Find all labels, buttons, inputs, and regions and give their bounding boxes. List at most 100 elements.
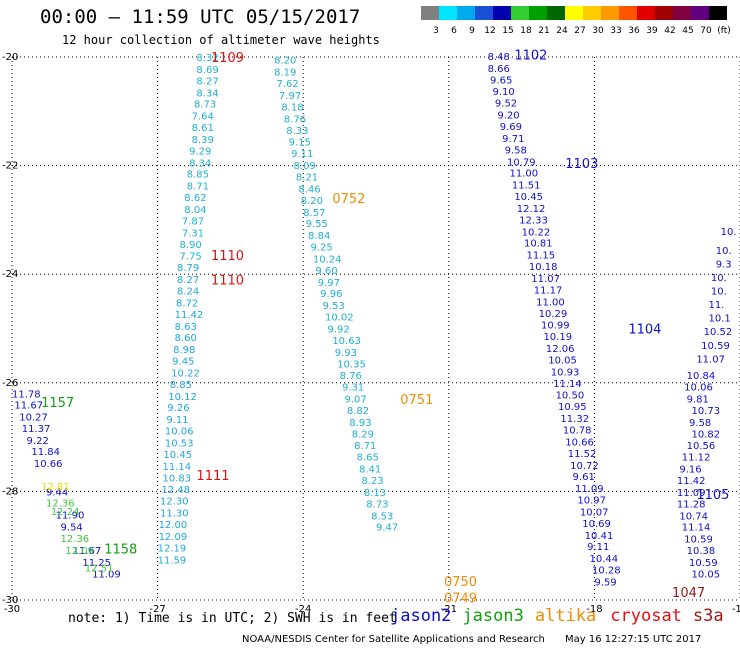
swh-value: 9.59: [594, 578, 616, 589]
swh-value: 10.53: [165, 439, 194, 450]
swh-value: 11.15: [526, 251, 555, 262]
swh-value: 10.79: [507, 157, 536, 168]
swh-value: 11.51: [512, 181, 541, 192]
swh-value: 11.37: [22, 424, 51, 435]
swh-value: 8.27: [196, 76, 218, 87]
swh-value: 10.59: [701, 341, 730, 352]
color-scale-label: 36: [628, 26, 640, 36]
swh-value: 8.76: [340, 371, 362, 382]
swh-value: 8.41: [359, 465, 381, 476]
swh-value: 10.78: [563, 425, 592, 436]
swh-value: 11.14: [162, 462, 191, 473]
color-swatch: [619, 6, 637, 20]
color-swatch: [493, 6, 511, 20]
swh-value: 9.92: [327, 325, 349, 336]
x-tick-label: -18: [586, 604, 602, 615]
swh-value: 11.09: [92, 569, 121, 580]
x-tick-label: -21: [441, 604, 457, 615]
swh-value: 11.00: [536, 297, 565, 308]
swh-value: 10.72: [570, 461, 599, 472]
swh-value: 11.12: [682, 453, 711, 464]
swh-value: 11.90: [56, 511, 85, 522]
color-scale-label: 15: [502, 26, 513, 36]
swh-value: 10.59: [689, 558, 718, 569]
pass-label: 0751: [400, 393, 433, 408]
swh-value: 8.82: [347, 406, 369, 417]
swh-value: 8.39: [192, 135, 214, 146]
swh-value: 10.02: [325, 313, 354, 324]
swh-value: 9.61: [573, 472, 595, 483]
swh-value: 9.26: [167, 403, 189, 414]
swh-value: 10.24: [313, 254, 342, 265]
y-tick-label: -26: [2, 378, 18, 389]
swh-value: 8.29: [352, 429, 374, 440]
color-scale-label: 70: [700, 26, 712, 36]
swh-value: 11.78: [12, 390, 41, 401]
color-scale-label: 6: [451, 26, 457, 36]
swh-value: 8.76: [284, 114, 306, 125]
swh-value: 12.09: [65, 546, 94, 557]
swh-value: 10.05: [691, 569, 720, 580]
swh-value: 11.84: [31, 447, 60, 458]
swh-value: 9.47: [376, 523, 398, 534]
swh-value: 8.34: [189, 158, 211, 169]
timestamp: May 16 12:27:15 UTC 2017: [565, 634, 702, 645]
swh-value: 8.57: [303, 208, 325, 219]
y-tick-label: -24: [2, 269, 18, 280]
swh-value: 11.07: [696, 354, 725, 365]
swh-value: 9.60: [315, 266, 337, 277]
swh-value: 11.25: [82, 558, 111, 569]
swh-value: 9.11: [291, 149, 313, 160]
swh-value: 9.29: [189, 146, 211, 157]
color-scale-label: 18: [520, 26, 532, 36]
swh-value: 8.48: [488, 52, 510, 63]
color-swatch: [565, 6, 583, 20]
color-scale-label: 3: [433, 26, 439, 36]
swh-value: 12.30: [160, 497, 189, 508]
swh-value: 10.: [721, 227, 737, 238]
swh-value: 9.55: [306, 219, 328, 230]
swh-value: 10.45: [163, 450, 192, 461]
swh-value: 9.93: [335, 348, 357, 359]
swh-value: 9.96: [320, 289, 342, 300]
legend-entry-altika: altika: [534, 606, 597, 626]
color-swatch: [583, 6, 601, 20]
y-tick-label: -30: [2, 595, 18, 606]
swh-value: 10.29: [539, 309, 568, 320]
swh-value: 10.19: [543, 332, 572, 343]
swh-value: 10.56: [687, 441, 716, 452]
swh-value: 10.: [711, 273, 727, 284]
swh-value: 11.42: [175, 310, 204, 321]
swh-value: 8.65: [357, 453, 379, 464]
color-swatch: [511, 6, 529, 20]
color-swatch: [637, 6, 655, 20]
swh-value: 8.53: [371, 511, 393, 522]
color-scale-label: 45: [682, 26, 693, 36]
swh-value: 10.1: [708, 314, 730, 325]
swh-value: 10.93: [551, 367, 580, 378]
swh-value: 8.73: [366, 499, 388, 510]
swh-value: 10.: [711, 286, 727, 297]
footnote: note: 1) Time is in UTC; 2) SWH is in fe…: [68, 611, 397, 626]
swh-value: 8.63: [175, 322, 197, 333]
swh-value: 10.97: [577, 496, 606, 507]
swh-value: 12.33: [519, 215, 548, 226]
pass-label: 0750: [444, 575, 477, 590]
swh-value: 8.61: [192, 123, 214, 134]
color-swatch: [691, 6, 709, 20]
swh-value: 11.00: [509, 169, 538, 180]
color-swatch: [547, 6, 565, 20]
swh-value: 8.85: [187, 170, 209, 181]
swh-value: 8.73: [194, 100, 216, 111]
swh-value: 8.69: [196, 65, 218, 76]
swh-value: 8.84: [308, 231, 330, 242]
swh-value: 8.46: [298, 184, 320, 195]
swh-value: 7.64: [192, 112, 214, 123]
swh-value: 9.20: [497, 111, 519, 122]
swh-value: 10.28: [592, 566, 621, 577]
x-tick-label: -24: [295, 604, 311, 615]
swh-value: 10.95: [558, 402, 587, 413]
swh-value: 11.14: [682, 523, 711, 534]
legend-entry-s3a: s3a: [692, 606, 724, 626]
